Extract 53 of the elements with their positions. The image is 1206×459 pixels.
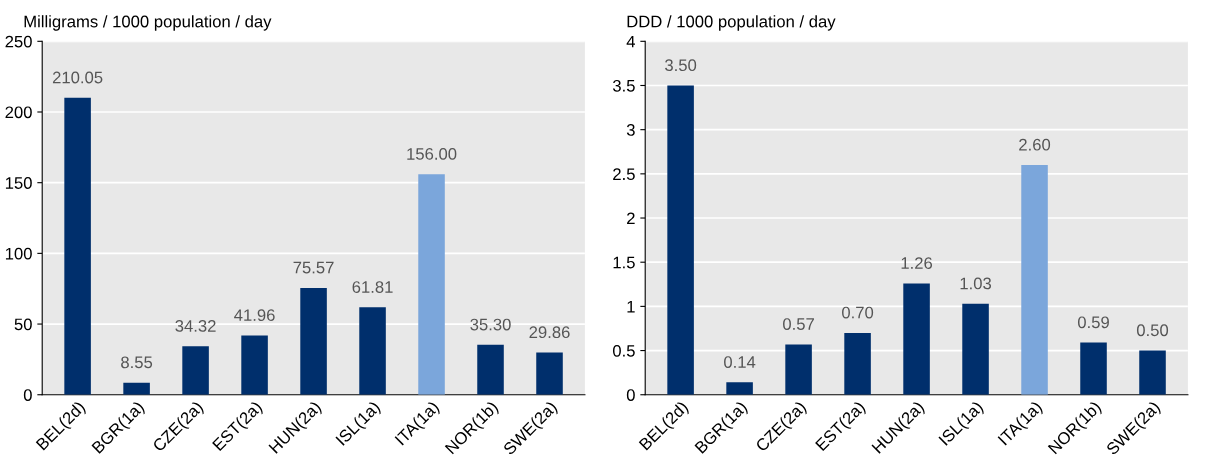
data-label: 61.81 [352, 281, 393, 293]
y-tick-label: 4 [626, 35, 635, 48]
data-label: 0.70 [842, 306, 874, 319]
bar [359, 307, 386, 395]
data-label: 156.00 [407, 147, 457, 160]
data-label: 41.96 [234, 309, 275, 322]
bar [536, 352, 563, 395]
bar [64, 97, 91, 395]
data-label: 1.03 [960, 277, 992, 290]
data-label: 210.05 [52, 71, 103, 84]
data-label: 0.50 [1136, 324, 1169, 337]
bar [667, 85, 694, 395]
bar [962, 303, 989, 395]
bar [241, 335, 268, 395]
data-label: 0.14 [724, 356, 756, 368]
bar [844, 332, 871, 395]
y-tick-label: 0.5 [612, 344, 635, 357]
y-tick-label: 250 [5, 35, 32, 48]
data-label: 2.60 [1019, 138, 1051, 151]
data-label: 0.57 [783, 318, 814, 330]
data-label: 75.57 [293, 261, 334, 274]
data-label: 1.26 [901, 257, 933, 269]
data-label: 3.50 [665, 59, 697, 72]
data-label: 8.55 [121, 356, 153, 369]
y-tick-label: 2 [627, 212, 635, 225]
y-tick-label: 200 [5, 106, 32, 119]
y-tick-label: 100 [5, 247, 32, 260]
bar [123, 382, 150, 395]
y-tick-label: 3.5 [612, 79, 635, 92]
bar [182, 346, 209, 395]
data-label: 34.32 [175, 320, 216, 332]
y-tick-label: 0 [626, 389, 635, 401]
bar [1139, 350, 1166, 395]
y-tick-label: 1.5 [613, 256, 635, 269]
bar [785, 344, 812, 395]
y-tick-label: 1 [627, 300, 635, 313]
y-tick-label: 50 [14, 318, 32, 331]
y-axis-title: Milligrams / 1000 population / day [24, 15, 272, 31]
y-axis-title: DDD / 1000 population / day [627, 15, 836, 31]
bar [477, 344, 504, 395]
y-tick-label: 150 [5, 177, 32, 189]
y-tick-label: 0 [23, 389, 32, 401]
data-label: 29.86 [529, 326, 570, 339]
bar [300, 287, 327, 395]
bar [726, 382, 753, 395]
data-label: 0.59 [1077, 316, 1109, 329]
bar [1021, 165, 1048, 395]
bar [1080, 342, 1107, 395]
bar [903, 283, 930, 395]
bar [418, 174, 445, 395]
data-label: 35.30 [470, 318, 511, 331]
y-tick-label: 2.5 [613, 168, 635, 181]
y-tick-label: 3 [626, 124, 635, 136]
